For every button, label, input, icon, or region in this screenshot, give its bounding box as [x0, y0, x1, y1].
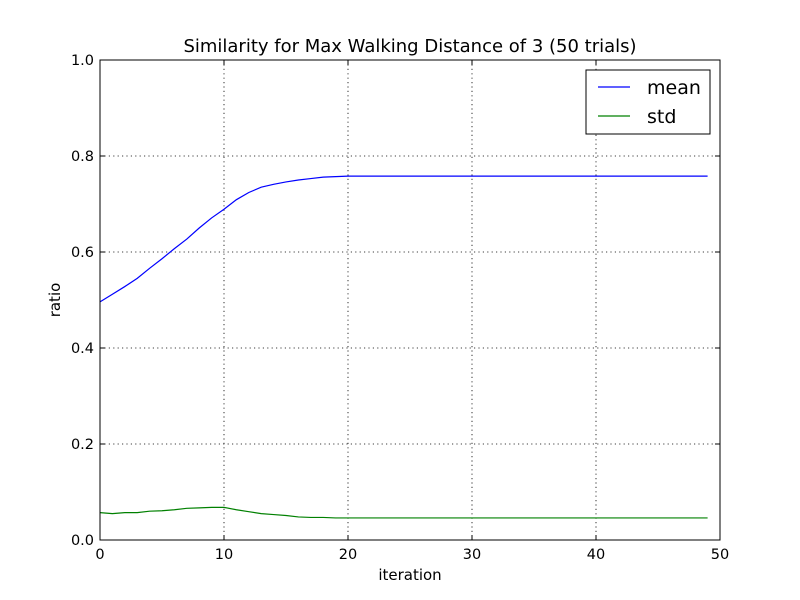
legend-box	[585, 69, 711, 135]
plot-frame	[99, 59, 721, 541]
x-tick-label: 30	[463, 547, 481, 563]
y-tick-label: 0.6	[71, 245, 94, 261]
grid-lines	[100, 60, 720, 540]
x-tick-label: 40	[587, 547, 605, 563]
y-tick-label: 0.0	[71, 533, 94, 549]
legend-label-mean: mean	[647, 77, 701, 99]
x-tick-label: 50	[711, 547, 729, 563]
y-tick-label: 0.2	[71, 437, 94, 453]
x-tick-label: 10	[215, 547, 233, 563]
x-tick-label: 0	[95, 547, 104, 563]
series-line-mean	[99, 175, 708, 303]
x-axis-label: iteration	[378, 566, 441, 584]
chart-title: Similarity for Max Walking Distance of 3…	[183, 36, 636, 57]
axis-ticks: 0 10 20 30 40 50 0.0 0.2 0.4 0.6 0.8 1.0	[71, 53, 729, 563]
y-axis-label: ratio	[46, 283, 64, 318]
y-tick-label: 0.4	[71, 341, 94, 357]
series-line-std	[99, 506, 708, 519]
legend: mean std	[585, 69, 711, 135]
series-lines	[99, 175, 708, 519]
legend-label-std: std	[647, 106, 676, 128]
y-tick-label: 0.8	[71, 149, 94, 165]
x-tick-label: 20	[339, 547, 357, 563]
y-tick-label: 1.0	[71, 53, 94, 69]
